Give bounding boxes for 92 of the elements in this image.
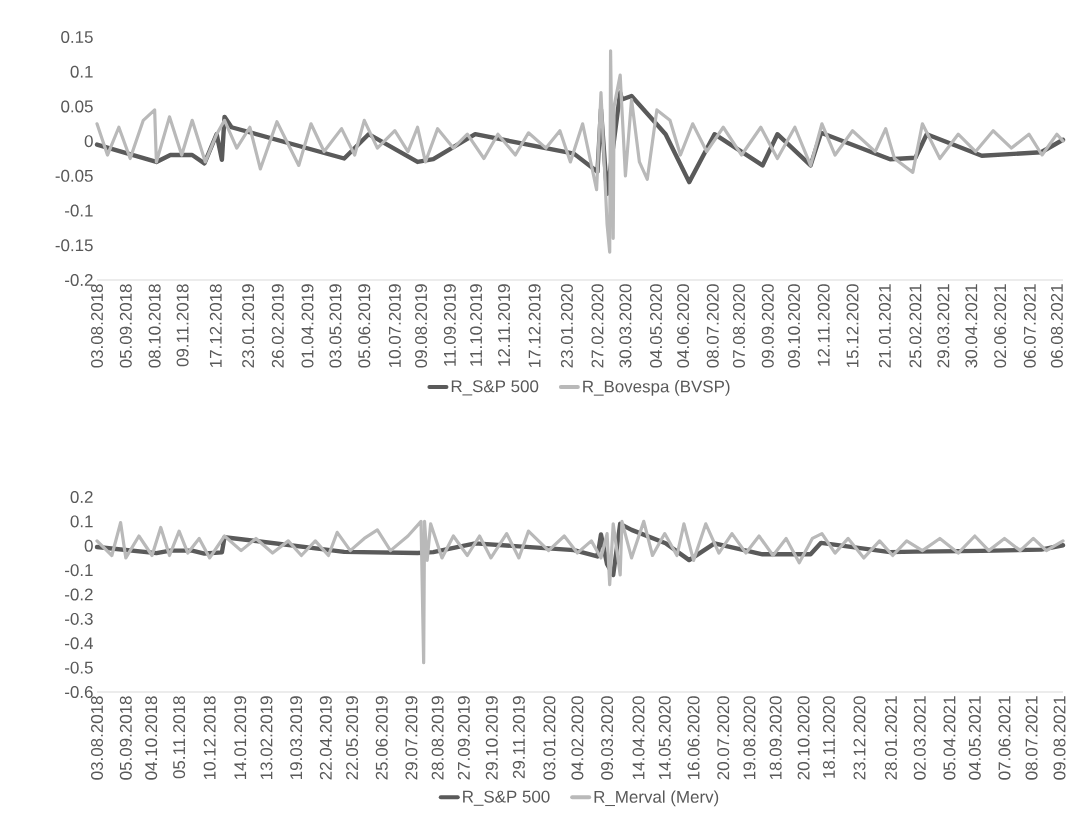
y-tick-label: 0.1 [70, 65, 93, 78]
y-tick-label: -0.2 [65, 274, 93, 286]
y-tick-label: -0.6 [65, 686, 93, 698]
y-tick-label: -0.05 [55, 169, 93, 182]
x-tick-label: 12.11.2020 [817, 284, 830, 366]
x-tick-label: 03.08.2018 [91, 284, 103, 368]
x-tick-label: 22.05.2019 [346, 696, 359, 780]
x-tick-label: 08.07.2020 [706, 284, 719, 368]
y-tick-label: -0.2 [65, 588, 93, 601]
x-tick-label: 23.12.2020 [853, 696, 866, 780]
x-tick-label: 07.08.2020 [732, 284, 745, 368]
x-tick-label: 14.05.2020 [658, 696, 671, 779]
x-tick-label: 29.03.2021 [937, 284, 950, 368]
legend-label: R_Bovespa (BVSP) [583, 380, 730, 396]
y-tick-label: 0 [84, 135, 93, 148]
y-tick-label: 0.1 [70, 515, 93, 528]
x-tick-label: 27.02.2020 [591, 284, 604, 368]
x-tick-label: 03.05.2019 [329, 284, 342, 368]
x-tick-label: 19.08.2020 [743, 696, 756, 779]
x-tick-label: 21.01.2021 [878, 284, 891, 368]
x-tick-label: 04.05.2021 [968, 696, 981, 780]
x-tick-label: 28.01.2021 [884, 696, 897, 780]
x-tick-label: 05.09.2018 [119, 696, 132, 780]
legend-label: R_S&P 500 [451, 380, 539, 396]
x-tick-label: 27.09.2019 [457, 696, 470, 780]
x-tick-label: 22.04.2019 [319, 696, 332, 780]
x-tick-label: 29.07.2019 [405, 696, 418, 780]
x-tick-label: 14.01.2019 [234, 696, 247, 779]
x-tick-label: 19.03.2019 [290, 696, 303, 779]
x-tick-label: 04.05.2020 [650, 284, 662, 368]
x-tick-label: 04.06.2020 [677, 284, 690, 368]
y-tick-label: -0.3 [65, 612, 93, 625]
x-tick-label: 30.04.2021 [965, 284, 978, 368]
x-tick-label: 23.01.2020 [560, 284, 573, 368]
x-tick-label: 10.12.2018 [203, 696, 216, 779]
x-tick-label: 29.10.2019 [485, 696, 498, 780]
x-tick-label: 03.08.2018 [91, 696, 103, 780]
x-tick-label: 13.02.2019 [260, 696, 273, 779]
x-tick-label: 04.10.2018 [145, 696, 158, 780]
x-tick-label: 09.08.2019 [415, 284, 428, 368]
x-tick-label: 01.04.2019 [301, 284, 314, 368]
y-tick-label: -0.4 [65, 637, 93, 650]
x-tick-label: 15.12.2020 [846, 284, 859, 367]
x-tick-label: 11.09.2019 [443, 284, 456, 366]
x-tick-label: 09.03.2020 [601, 696, 614, 780]
x-tick-label: 06.07.2021 [1023, 284, 1036, 368]
x-tick-label: 08.07.2021 [1025, 696, 1038, 780]
x-tick-label: 05.04.2021 [943, 696, 956, 780]
x-tick-label: 16.06.2020 [687, 696, 700, 779]
x-tick-label: 09.08.2021 [1053, 696, 1066, 780]
legend-label: R_Merval (Merv) [594, 790, 719, 807]
x-tick-label: 02.03.2021 [913, 696, 926, 780]
line-series [95, 49, 1065, 254]
x-tick-label: 30.03.2020 [619, 284, 632, 368]
x-tick-label: 18.11.2020 [822, 696, 835, 778]
x-tick-label: 04.02.2020 [571, 696, 584, 780]
line-series [95, 519, 1065, 665]
x-tick-label: 23.01.2019 [242, 284, 255, 368]
y-tick-label: -0.1 [65, 204, 93, 217]
x-tick-label: 09.09.2020 [761, 284, 774, 368]
x-tick-label: 29.11.2019 [512, 696, 525, 779]
x-tick-label: 25.02.2021 [909, 284, 922, 368]
x-tick-label: 26.02.2019 [271, 284, 284, 368]
y-tick-label: -0.5 [65, 661, 93, 674]
x-tick-label: 11.10.2019 [470, 284, 483, 366]
x-tick-label: 09.11.2018 [176, 284, 189, 367]
x-tick-label: 05.06.2019 [358, 284, 371, 368]
x-tick-label: 25.06.2019 [375, 696, 388, 780]
x-tick-label: 07.06.2021 [998, 696, 1011, 780]
x-tick-label: 28.08.2019 [431, 696, 444, 780]
legend-label: R_S&P 500 [463, 790, 550, 806]
x-tick-label: 06.08.2021 [1050, 284, 1063, 368]
x-tick-label: 12.11.2019 [498, 284, 511, 366]
x-tick-label: 03.01.2020 [543, 696, 556, 780]
x-tick-label: 08.10.2018 [148, 284, 161, 368]
y-tick-label: 0.2 [70, 491, 93, 503]
x-tick-label: 14.04.2020 [632, 696, 645, 779]
y-tick-label: 0 [84, 539, 93, 552]
x-tick-label: 17.12.2019 [528, 284, 541, 367]
x-tick-label: 20.07.2020 [717, 696, 730, 780]
x-tick-label: 09.10.2020 [788, 284, 800, 368]
x-tick-label: 02.06.2021 [994, 284, 1007, 368]
x-tick-label: 10.07.2019 [388, 284, 401, 367]
y-tick-label: 0.15 [61, 31, 93, 43]
x-tick-label: 20.10.2020 [797, 696, 810, 780]
y-tick-label: -0.15 [55, 239, 93, 252]
y-tick-label: -0.1 [65, 564, 93, 577]
x-tick-label: 05.11.2018 [173, 696, 186, 779]
x-tick-label: 17.12.2018 [209, 284, 222, 367]
y-tick-label: 0.05 [61, 100, 93, 113]
x-tick-label: 05.09.2018 [119, 284, 132, 368]
x-tick-label: 18.09.2020 [769, 696, 782, 779]
